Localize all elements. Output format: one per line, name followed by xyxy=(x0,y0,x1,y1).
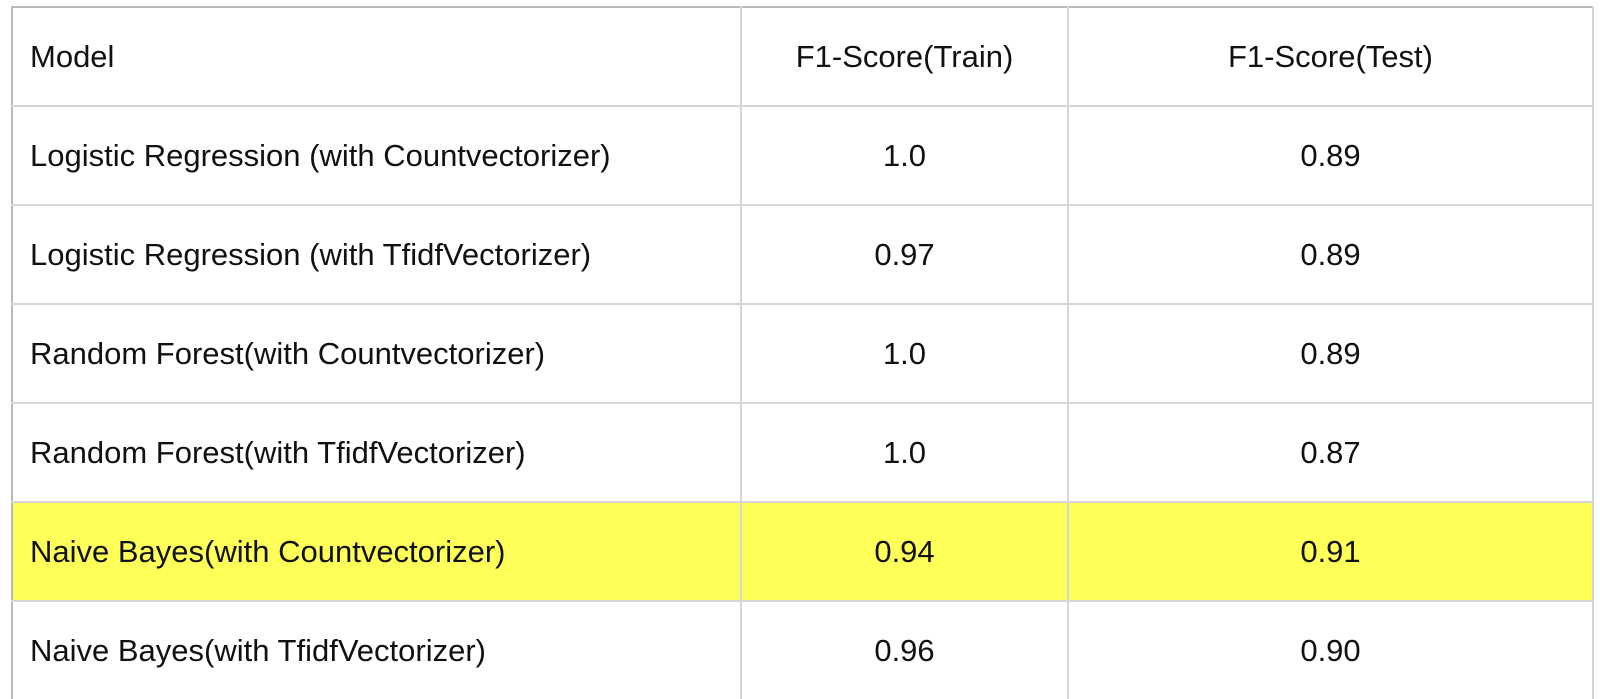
cell-f1-test: 0.89 xyxy=(1067,303,1594,404)
cell-model: Logistic Regression (with TfidfVectorize… xyxy=(11,204,742,305)
cell-f1-test: 0.91 xyxy=(1067,501,1594,602)
cell-model: Logistic Regression (with Countvectorize… xyxy=(11,105,742,206)
table-row-highlighted: Naive Bayes(with Countvectorizer) 0.94 0… xyxy=(11,501,1594,602)
results-table: Model F1-Score(Train) F1-Score(Test) Log… xyxy=(11,6,1594,699)
cell-model: Random Forest(with Countvectorizer) xyxy=(11,303,742,404)
header-model: Model xyxy=(11,6,742,107)
cell-f1-test: 0.87 xyxy=(1067,402,1594,503)
cell-f1-train: 0.97 xyxy=(740,204,1069,305)
cell-f1-test: 0.89 xyxy=(1067,204,1594,305)
cell-f1-train: 1.0 xyxy=(740,402,1069,503)
cell-model: Random Forest(with TfidfVectorizer) xyxy=(11,402,742,503)
header-row: Model F1-Score(Train) F1-Score(Test) xyxy=(11,6,1594,107)
cell-f1-train: 0.94 xyxy=(740,501,1069,602)
cell-f1-train: 1.0 xyxy=(740,303,1069,404)
table-row: Random Forest(with TfidfVectorizer) 1.0 … xyxy=(11,402,1594,503)
table-row: Naive Bayes(with TfidfVectorizer) 0.96 0… xyxy=(11,600,1594,699)
cell-model: Naive Bayes(with Countvectorizer) xyxy=(11,501,742,602)
table-row: Random Forest(with Countvectorizer) 1.0 … xyxy=(11,303,1594,404)
cell-f1-train: 0.96 xyxy=(740,600,1069,699)
cell-model: Naive Bayes(with TfidfVectorizer) xyxy=(11,600,742,699)
results-table-container: Model F1-Score(Train) F1-Score(Test) Log… xyxy=(11,6,1594,699)
header-f1-test: F1-Score(Test) xyxy=(1067,6,1594,107)
table-row: Logistic Regression (with Countvectorize… xyxy=(11,105,1594,206)
header-f1-train: F1-Score(Train) xyxy=(740,6,1069,107)
cell-f1-test: 0.90 xyxy=(1067,600,1594,699)
table-row: Logistic Regression (with TfidfVectorize… xyxy=(11,204,1594,305)
cell-f1-test: 0.89 xyxy=(1067,105,1594,206)
cell-f1-train: 1.0 xyxy=(740,105,1069,206)
